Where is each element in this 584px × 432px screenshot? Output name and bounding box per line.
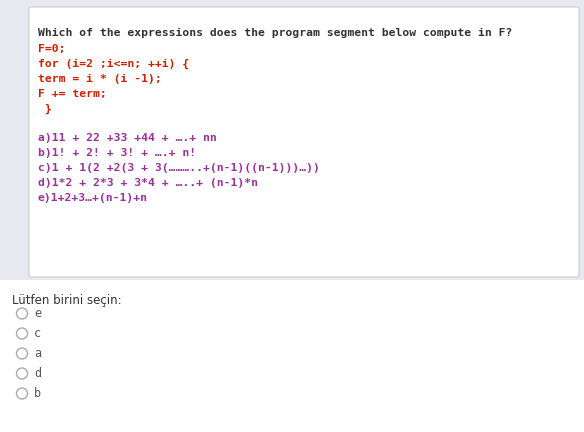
Text: b: b bbox=[34, 387, 41, 400]
Text: }: } bbox=[38, 104, 52, 114]
Text: F=0;: F=0; bbox=[38, 44, 65, 54]
Text: e)1+2+3…+(n-1)+n: e)1+2+3…+(n-1)+n bbox=[38, 193, 148, 203]
Text: b)1! + 2! + 3! + ….+ n!: b)1! + 2! + 3! + ….+ n! bbox=[38, 148, 196, 158]
Text: e: e bbox=[34, 307, 41, 320]
Text: c: c bbox=[34, 327, 41, 340]
Text: Lütfen birini seçin:: Lütfen birini seçin: bbox=[12, 294, 121, 307]
Text: a)11 + 22 +33 +44 + ….+ nn: a)11 + 22 +33 +44 + ….+ nn bbox=[38, 133, 217, 143]
Text: c)1 + 1(2 +2(3 + 3(………..+(n-1)((n-1)))…)): c)1 + 1(2 +2(3 + 3(………..+(n-1)((n-1)))…)… bbox=[38, 163, 320, 173]
Text: d: d bbox=[34, 367, 41, 380]
Text: Which of the expressions does the program segment below compute in F?: Which of the expressions does the progra… bbox=[38, 28, 512, 38]
Text: term = i * (i -1);: term = i * (i -1); bbox=[38, 74, 162, 84]
FancyBboxPatch shape bbox=[29, 7, 579, 277]
Text: d)1*2 + 2*3 + 3*4 + …..+ (n-1)*n: d)1*2 + 2*3 + 3*4 + …..+ (n-1)*n bbox=[38, 178, 258, 188]
Text: a: a bbox=[34, 347, 41, 360]
Text: for (i=2 ;i<=n; ++i) {: for (i=2 ;i<=n; ++i) { bbox=[38, 59, 189, 69]
Bar bbox=[0, 0, 584, 280]
Text: F += term;: F += term; bbox=[38, 89, 107, 99]
